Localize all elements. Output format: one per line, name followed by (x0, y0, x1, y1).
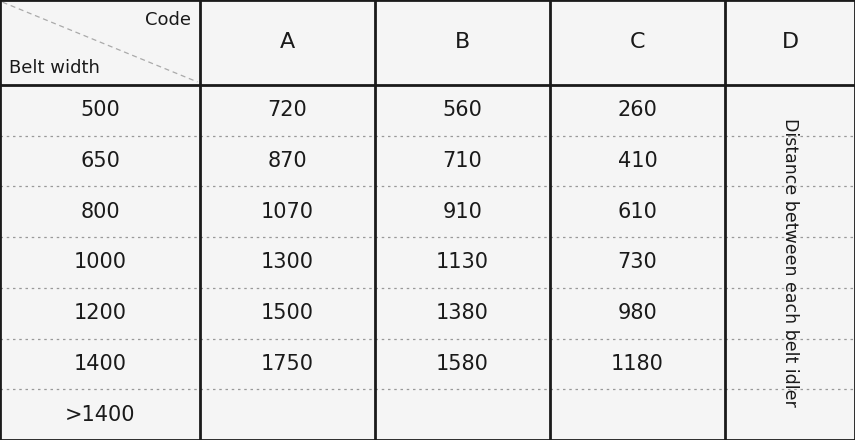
Text: 1580: 1580 (436, 354, 489, 374)
Text: Distance between each belt idler: Distance between each belt idler (781, 118, 799, 407)
Text: B: B (455, 33, 470, 52)
Text: Code: Code (145, 11, 192, 29)
Text: 1070: 1070 (261, 202, 314, 222)
Text: 730: 730 (617, 253, 657, 272)
Text: 910: 910 (443, 202, 482, 222)
Text: 560: 560 (443, 100, 482, 121)
Text: >1400: >1400 (65, 405, 135, 425)
Text: 1500: 1500 (261, 303, 314, 323)
Text: 650: 650 (80, 151, 120, 171)
Text: 1130: 1130 (436, 253, 489, 272)
Text: 1000: 1000 (74, 253, 127, 272)
Text: 710: 710 (443, 151, 482, 171)
Text: 610: 610 (617, 202, 657, 222)
Text: A: A (280, 33, 295, 52)
Text: 800: 800 (80, 202, 120, 222)
Text: 980: 980 (617, 303, 657, 323)
Text: 720: 720 (268, 100, 308, 121)
Text: 410: 410 (617, 151, 657, 171)
Text: 1380: 1380 (436, 303, 489, 323)
Text: 1300: 1300 (261, 253, 314, 272)
Text: Belt width: Belt width (9, 59, 99, 77)
Text: C: C (630, 33, 646, 52)
Text: 1400: 1400 (74, 354, 127, 374)
Text: 870: 870 (268, 151, 307, 171)
Text: 1180: 1180 (611, 354, 664, 374)
Text: D: D (781, 33, 799, 52)
Text: 500: 500 (80, 100, 120, 121)
Text: 1200: 1200 (74, 303, 127, 323)
Text: 1750: 1750 (261, 354, 314, 374)
Text: 260: 260 (617, 100, 657, 121)
